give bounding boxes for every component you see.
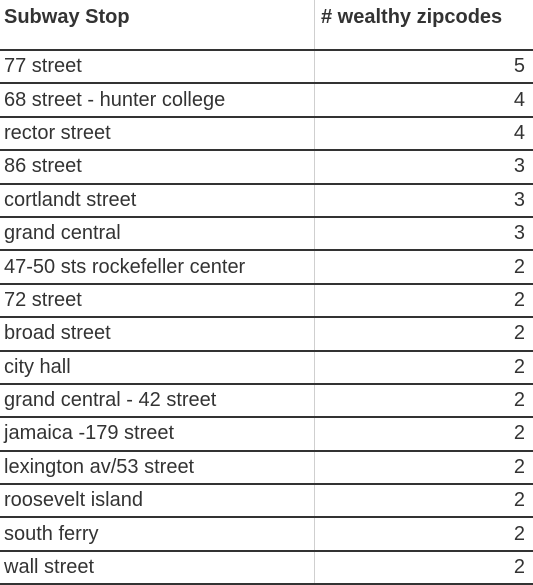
table-row: 72 street 2 — [0, 284, 533, 319]
cell-wealthy-count: 2 — [513, 556, 525, 579]
cell-wealthy-count: 2 — [513, 389, 525, 412]
header-wealthy-zipcodes: # wealthy zipcodes — [321, 6, 503, 28]
cell-subway-stop: jamaica -179 street — [0, 418, 315, 450]
cell-subway-stop: roosevelt island — [0, 485, 315, 517]
table-row: grand central - 42 street 2 — [0, 384, 533, 419]
cell-subway-stop: cortlandt street — [0, 184, 315, 216]
cell-wealthy-count: 2 — [513, 422, 525, 445]
cell-wealthy-count: 2 — [513, 522, 525, 545]
cell-subway-stop: 72 street — [0, 284, 315, 317]
cell-subway-stop: rector street — [0, 117, 315, 150]
table-row: cortlandt street 3 — [0, 184, 533, 218]
cell-wealthy-count: 2 — [513, 255, 525, 278]
table-row: roosevelt island 2 — [0, 485, 533, 519]
cell-wealthy-count: 2 — [513, 355, 525, 378]
table-row: 47-50 sts rockefeller center 2 — [0, 251, 533, 285]
cell-wealthy-count: 2 — [513, 288, 525, 311]
cell-subway-stop: grand central - 42 street — [0, 384, 315, 417]
cell-subway-stop: lexington av/53 street — [0, 451, 315, 484]
header-subway-stop: Subway Stop — [0, 0, 315, 49]
table-row: 68 street - hunter college 4 — [0, 84, 533, 118]
cell-wealthy-count: 4 — [513, 121, 525, 144]
table-row: 86 street 3 — [0, 151, 533, 185]
cell-subway-stop: city hall — [0, 351, 315, 383]
table-header: Subway Stop # wealthy zipcodes — [0, 0, 533, 51]
cell-subway-stop: wall street — [0, 551, 315, 584]
cell-subway-stop: south ferry — [0, 518, 315, 550]
table-row: lexington av/53 street 2 — [0, 451, 533, 486]
table-row: 77 street 5 — [0, 51, 533, 85]
cell-wealthy-count: 2 — [513, 489, 525, 512]
cell-wealthy-count: 4 — [513, 88, 525, 111]
cell-subway-stop: 47-50 sts rockefeller center — [0, 251, 315, 283]
table-row: wall street 2 — [0, 551, 533, 585]
table-row: jamaica -179 street 2 — [0, 418, 533, 452]
table-row: grand central 3 — [0, 217, 533, 252]
cell-wealthy-count: 3 — [513, 155, 525, 178]
table-row: broad street 2 — [0, 318, 533, 352]
cell-subway-stop: grand central — [0, 217, 315, 250]
cell-wealthy-count: 5 — [513, 55, 525, 78]
cell-subway-stop: 68 street - hunter college — [0, 84, 315, 116]
cell-subway-stop: broad street — [0, 318, 315, 350]
cell-wealthy-count: 2 — [513, 322, 525, 345]
table-row: south ferry 2 — [0, 518, 533, 552]
cell-wealthy-count: 2 — [513, 455, 525, 478]
cell-wealthy-count: 3 — [513, 188, 525, 211]
table-row: city hall 2 — [0, 351, 533, 385]
cell-wealthy-count: 3 — [513, 222, 525, 245]
cell-subway-stop: 86 street — [0, 151, 315, 183]
cell-subway-stop: 77 street — [0, 51, 315, 83]
table-row: rector street 4 — [0, 117, 533, 152]
